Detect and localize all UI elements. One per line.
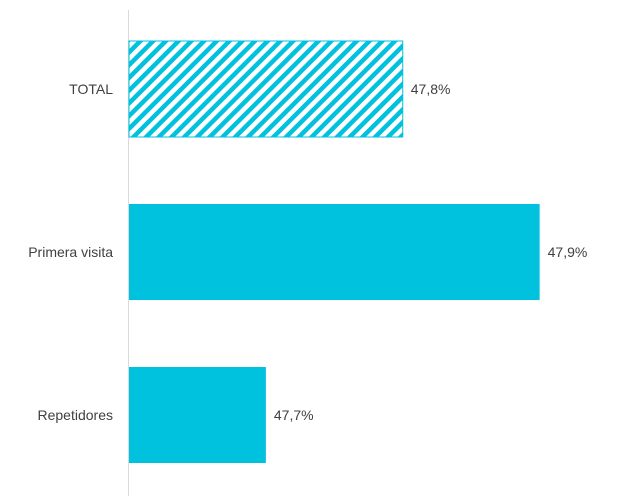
value-label-total: 47,8% [411, 81, 451, 97]
value-label-primera-visita: 47,9% [548, 244, 588, 260]
category-label-primera-visita: Primera visita [28, 244, 113, 260]
value-label-repetidores: 47,7% [274, 407, 314, 423]
bar-total [128, 40, 404, 138]
category-label-total: TOTAL [69, 81, 113, 97]
bar-repetidores [129, 367, 266, 463]
category-label-repetidores: Repetidores [38, 407, 114, 423]
bar-primera-visita [129, 204, 540, 300]
